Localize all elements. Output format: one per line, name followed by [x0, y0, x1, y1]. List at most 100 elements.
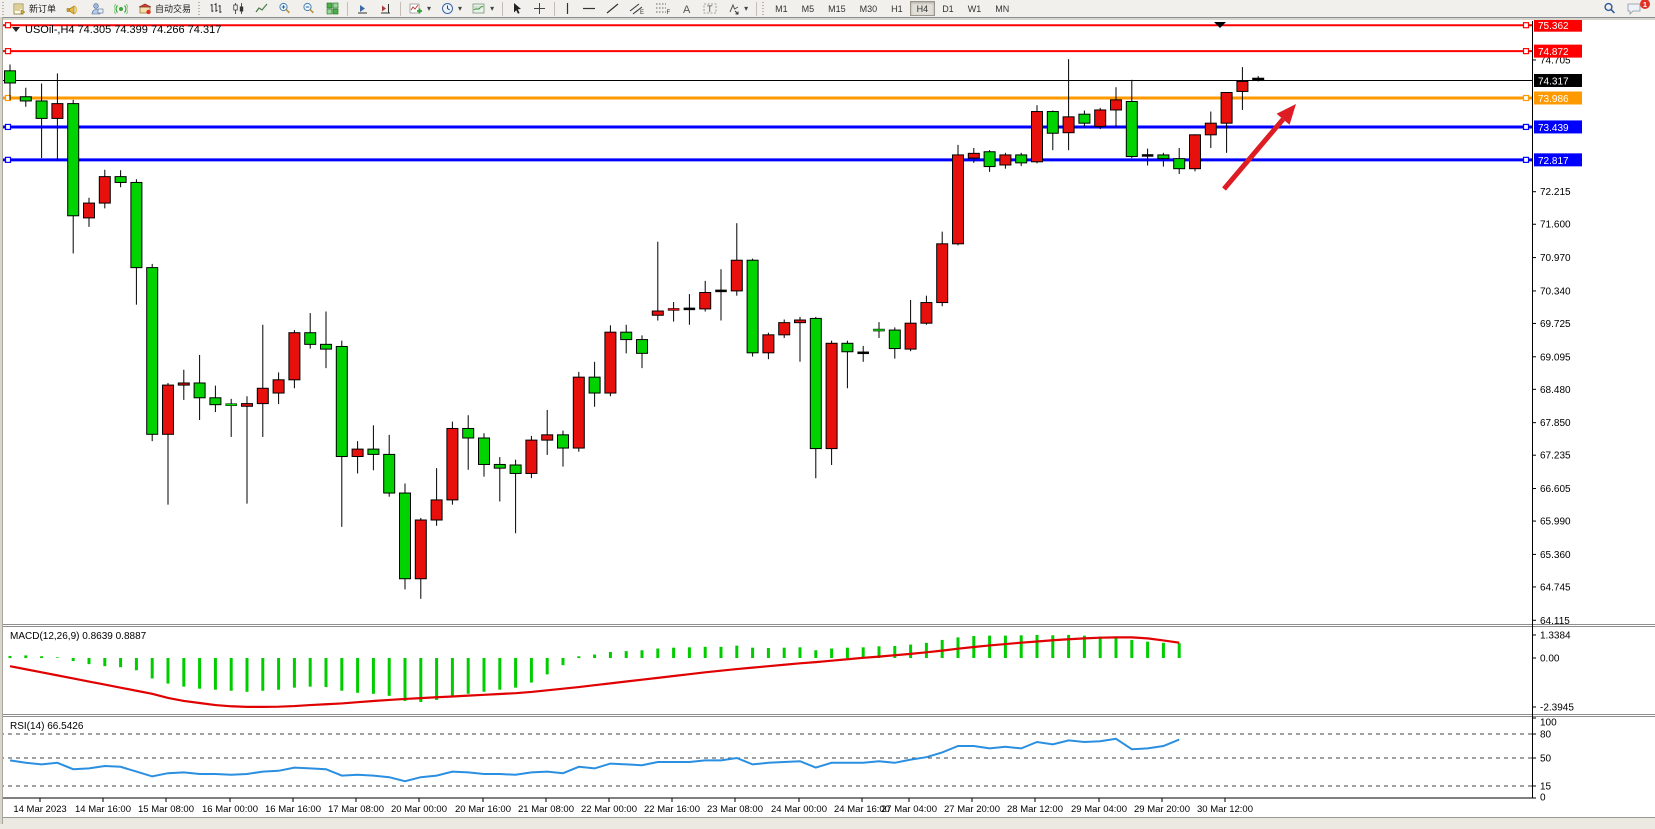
candle-11: [177, 369, 190, 400]
hline-73.986[interactable]: [0, 94, 1532, 102]
hline-74.872[interactable]: [0, 48, 1532, 55]
candle-1: [19, 87, 32, 107]
shift-marker-icon: [1214, 22, 1226, 28]
arrows-tool-button[interactable]: ▾: [722, 1, 753, 16]
timeframe-button-H1[interactable]: H1: [891, 3, 903, 14]
autoscroll-icon: [358, 5, 368, 14]
time-tick-label: 22 Mar 00:00: [581, 804, 637, 815]
price-tick: 65.360: [1540, 550, 1571, 561]
line-anchor[interactable]: [1522, 123, 1530, 131]
line-anchor[interactable]: [1522, 22, 1530, 29]
horn-button[interactable]: [61, 1, 85, 16]
tile-windows-button[interactable]: [321, 1, 344, 16]
chart-shift-icon: [381, 4, 391, 14]
autotrading-button[interactable]: 自动交易: [133, 1, 196, 16]
candle-6: [98, 169, 111, 209]
hline-75.362[interactable]: [0, 22, 1532, 29]
trendline-tool-button[interactable]: [601, 1, 624, 16]
candle-2: [35, 83, 48, 159]
time-tick-label: 27 Mar 20:00: [944, 804, 1000, 815]
candle-36: [572, 371, 585, 452]
price-tick: 70.340: [1540, 286, 1571, 297]
candle-24: [383, 434, 396, 497]
timeframe-button-D1[interactable]: D1: [942, 3, 954, 14]
profile-button[interactable]: [85, 1, 109, 16]
candle-51: [809, 316, 822, 479]
line-anchor[interactable]: [4, 22, 12, 29]
candle-78: [1236, 67, 1249, 110]
candle-14: [225, 398, 237, 437]
cursor-tool-button[interactable]: [506, 1, 528, 16]
timeframe-button-H4[interactable]: H4: [909, 1, 936, 16]
candle-10: [162, 382, 174, 505]
toolbar-grip[interactable]: [762, 2, 767, 15]
cursor-icon: [514, 3, 522, 14]
candle-46: [730, 223, 743, 296]
price-axis[interactable]: 74.705 72.215 71.600 70.970 70.340 69.725 69.0…: [1532, 18, 1582, 804]
svg-text:E: E: [640, 10, 644, 15]
text-tool-button[interactable]: A: [676, 1, 698, 16]
line-anchor[interactable]: [4, 123, 12, 131]
text-label-icon: T: [703, 3, 717, 14]
annotation-arrow[interactable]: [1222, 104, 1296, 191]
line-chart-button[interactable]: [250, 1, 273, 16]
time-tick-label: 15 Mar 08:00: [138, 804, 194, 815]
time-axis[interactable]: 14 Mar 2023 14 Mar 16:00 15 Mar 08:00 16 Ma…: [13, 798, 1253, 815]
timeframe-button-M30[interactable]: M30: [859, 3, 878, 14]
vertical-line-tool-button[interactable]: [558, 1, 577, 16]
channel-tool-button[interactable]: E: [624, 1, 650, 16]
time-tick-label: 24 Mar 16:00: [834, 804, 890, 815]
line-anchor[interactable]: [1522, 48, 1530, 55]
timeframe-button-MN[interactable]: MN: [995, 3, 1010, 14]
symbol-dropdown-icon[interactable]: [12, 27, 20, 32]
line-anchor[interactable]: [1522, 156, 1530, 163]
candle-74: [1173, 148, 1186, 174]
price-label-72.817: 72.817: [1534, 153, 1582, 167]
candle-45: [715, 269, 727, 321]
toolbar-grip[interactable]: [2, 2, 6, 15]
zoom-out-button[interactable]: [297, 1, 321, 16]
price-tick: 72.215: [1540, 187, 1571, 198]
line-anchor[interactable]: [1522, 94, 1530, 102]
timeframe-button-M15[interactable]: M15: [828, 3, 846, 14]
chart-title: USOil-,H4 74.305 74.399 74.266 74.317: [12, 24, 221, 36]
signal-button[interactable]: [109, 1, 133, 16]
candle-35: [557, 430, 569, 467]
autoscroll-button[interactable]: [351, 1, 374, 16]
horizontal-line-tool-button[interactable]: [577, 1, 601, 16]
indicators-button[interactable]: ▾: [404, 1, 436, 16]
candle-72: [1141, 148, 1154, 166]
template-button[interactable]: ▾: [467, 1, 499, 16]
hline-72.817[interactable]: [0, 156, 1532, 163]
chevron-down-icon: ▾: [744, 4, 749, 13]
timeframe-button-M1[interactable]: M1: [775, 3, 788, 14]
candle-62: [983, 150, 996, 172]
line-anchor[interactable]: [4, 48, 12, 55]
candle-32: [509, 459, 522, 534]
timeframe-button-W1[interactable]: W1: [967, 3, 982, 14]
line-anchor[interactable]: [4, 156, 12, 163]
candle-58: [920, 295, 933, 325]
periods-clock-button[interactable]: ▾: [436, 1, 467, 16]
toolbar-grip[interactable]: [198, 2, 203, 15]
zoom-in-button[interactable]: [273, 1, 297, 16]
candle-70: [1110, 87, 1122, 127]
search-button[interactable]: [1598, 1, 1622, 16]
text-label-tool-button[interactable]: T: [698, 1, 722, 16]
main-chart-panel: USOil-,H4 74.305 74.399 74.266 74.317: [0, 22, 1532, 599]
rsi-tick: 80: [1540, 730, 1552, 741]
chat-button[interactable]: 1: [1622, 0, 1650, 16]
chart-canvas[interactable]: USOil-,H4 74.305 74.399 74.266 74.317 MAC…: [0, 17, 1655, 824]
crosshair-tool-button[interactable]: [528, 1, 551, 16]
svg-text:73.986: 73.986: [1538, 94, 1569, 105]
timeframe-button-M5[interactable]: M5: [801, 3, 815, 14]
time-tick-label: 16 Mar 00:00: [202, 804, 258, 815]
crosshair-icon: [534, 3, 546, 14]
candle-chart-button[interactable]: [227, 1, 250, 16]
price-label-73.986: 73.986: [1534, 91, 1582, 105]
chart-shift-button[interactable]: [374, 1, 397, 16]
bar-chart-button[interactable]: [204, 1, 227, 16]
new-order-button[interactable]: 新订单: [8, 1, 61, 16]
fibonacci-tool-button[interactable]: F: [650, 1, 676, 16]
